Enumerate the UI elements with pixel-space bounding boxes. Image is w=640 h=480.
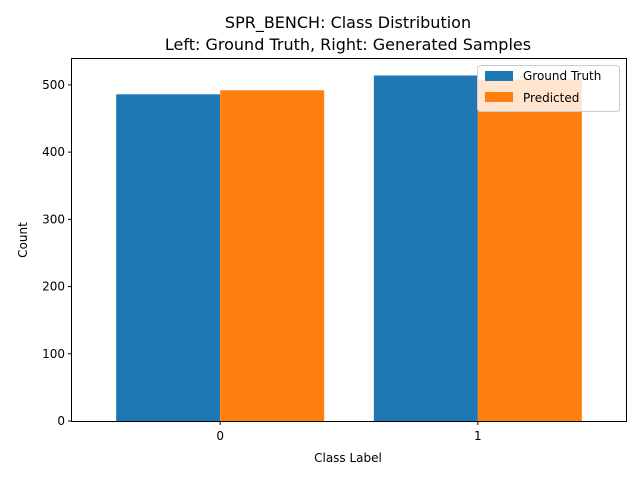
y-tick-label-300: 300: [42, 212, 65, 226]
chart-title-line1: SPR_BENCH: Class Distribution: [225, 13, 471, 33]
plot-frame: [71, 58, 627, 422]
y-axis-label: Count: [16, 222, 30, 258]
y-tick-label-100: 100: [42, 347, 65, 361]
y-tick-label-400: 400: [42, 145, 65, 159]
y-tick-label-0: 0: [57, 414, 65, 428]
y-tick-label-200: 200: [42, 280, 65, 294]
x-tick-label-0: 0: [216, 429, 224, 443]
y-tick-label-500: 500: [42, 78, 65, 92]
x-axis-label: Class Label: [314, 451, 382, 465]
bar-ground-truth-class-0: [116, 94, 221, 422]
legend-swatch-ground-truth: [485, 71, 513, 81]
legend-label-predicted: Predicted: [523, 91, 579, 105]
x-tick-label-1: 1: [474, 429, 482, 443]
bar-ground-truth-class-1: [373, 75, 478, 421]
chart-title-line2: Left: Ground Truth, Right: Generated Sam…: [165, 35, 531, 54]
legend-label-ground-truth: Ground Truth: [523, 69, 601, 83]
y-ticks-group: 0 100 200 300 400 500: [42, 78, 72, 428]
legend: Ground Truth Predicted: [477, 65, 620, 112]
legend-swatch-predicted: [485, 92, 513, 102]
bar-predicted-class-0: [220, 90, 325, 422]
bars-group: [116, 75, 582, 422]
bar-predicted-class-1: [477, 79, 582, 421]
